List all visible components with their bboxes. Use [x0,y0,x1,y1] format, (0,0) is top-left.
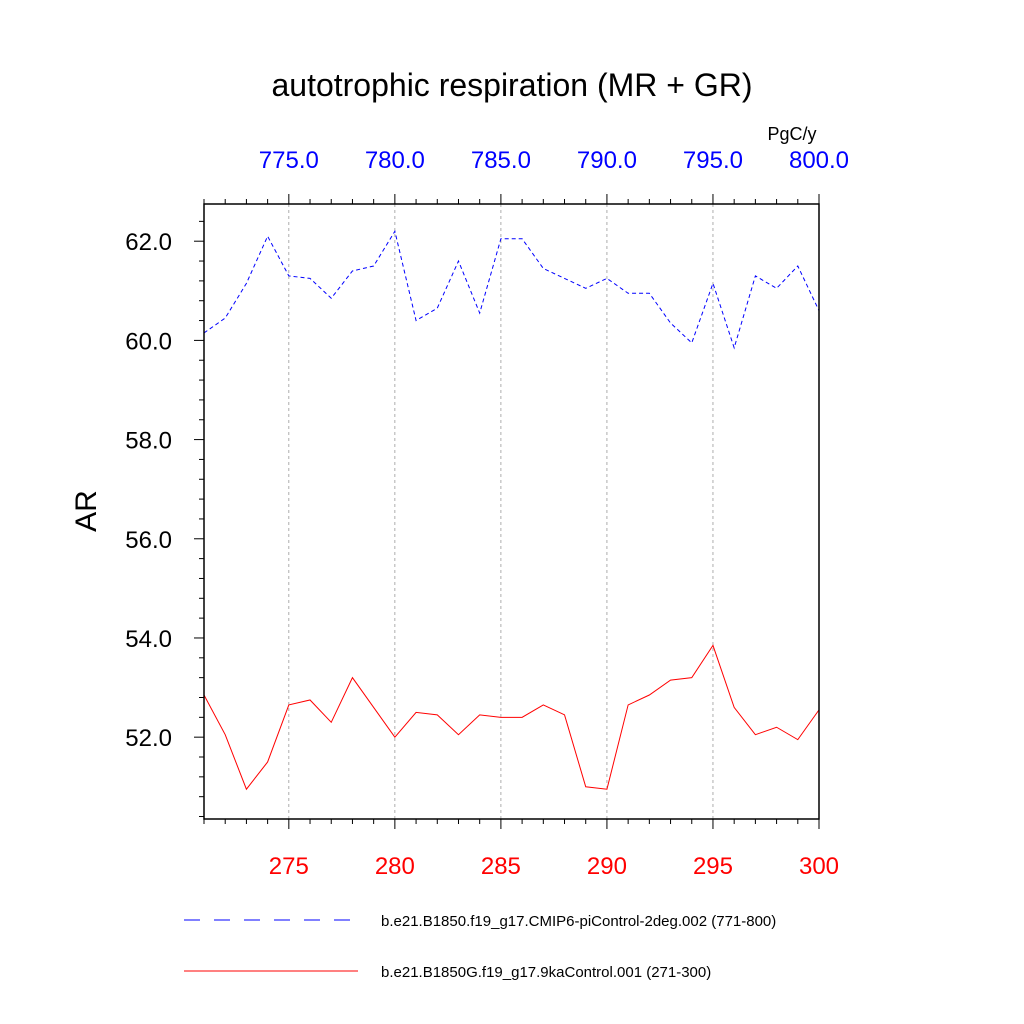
grid-lines [288,204,714,819]
x-top-tick-label: 800.0 [789,147,849,174]
y-tick-label: 54.0 [125,626,172,653]
x-bottom-tick-label: 295 [693,853,733,880]
y-tick-label: 60.0 [125,328,172,355]
x-top-tick-label: 780.0 [365,147,425,174]
y-tick-label: 56.0 [125,527,172,554]
x-top-tick-label: 775.0 [259,147,319,174]
y-tick-label: 58.0 [125,428,172,455]
y-tick-label: 52.0 [125,725,172,752]
series-line-1 [203,229,820,350]
series-lines [203,229,820,791]
chart-title: autotrophic respiration (MR + GR) [271,67,752,103]
x-bottom-tick-label: 280 [375,853,415,880]
x-top-tick-label: 785.0 [471,147,531,174]
legend: b.e21.B1850.f19_g17.CMIP6-piControl-2deg… [184,913,776,981]
x-top-tick-label: 790.0 [577,147,637,174]
tick-labels: 275 280 285 290 295 300 775.0 780.0 785.0 790.0 79… [125,147,849,880]
x-top-tick-label: 795.0 [683,147,743,174]
plot-frame [203,203,820,820]
legend-label-1: b.e21.B1850.f19_g17.CMIP6-piControl-2deg… [381,913,776,930]
y-axis-label: AR [70,490,103,532]
series-line-2 [203,644,820,791]
axis-ticks [194,194,820,829]
legend-label-2: b.e21.B1850G.f19_g17.9kaControl.001 (271… [381,964,711,981]
x-bottom-tick-label: 275 [269,853,309,880]
x-bottom-tick-label: 300 [799,853,839,880]
x-bottom-tick-label: 290 [587,853,627,880]
units-label: PgC/y [767,124,816,144]
x-bottom-tick-label: 285 [481,853,521,880]
y-tick-label: 62.0 [125,229,172,256]
